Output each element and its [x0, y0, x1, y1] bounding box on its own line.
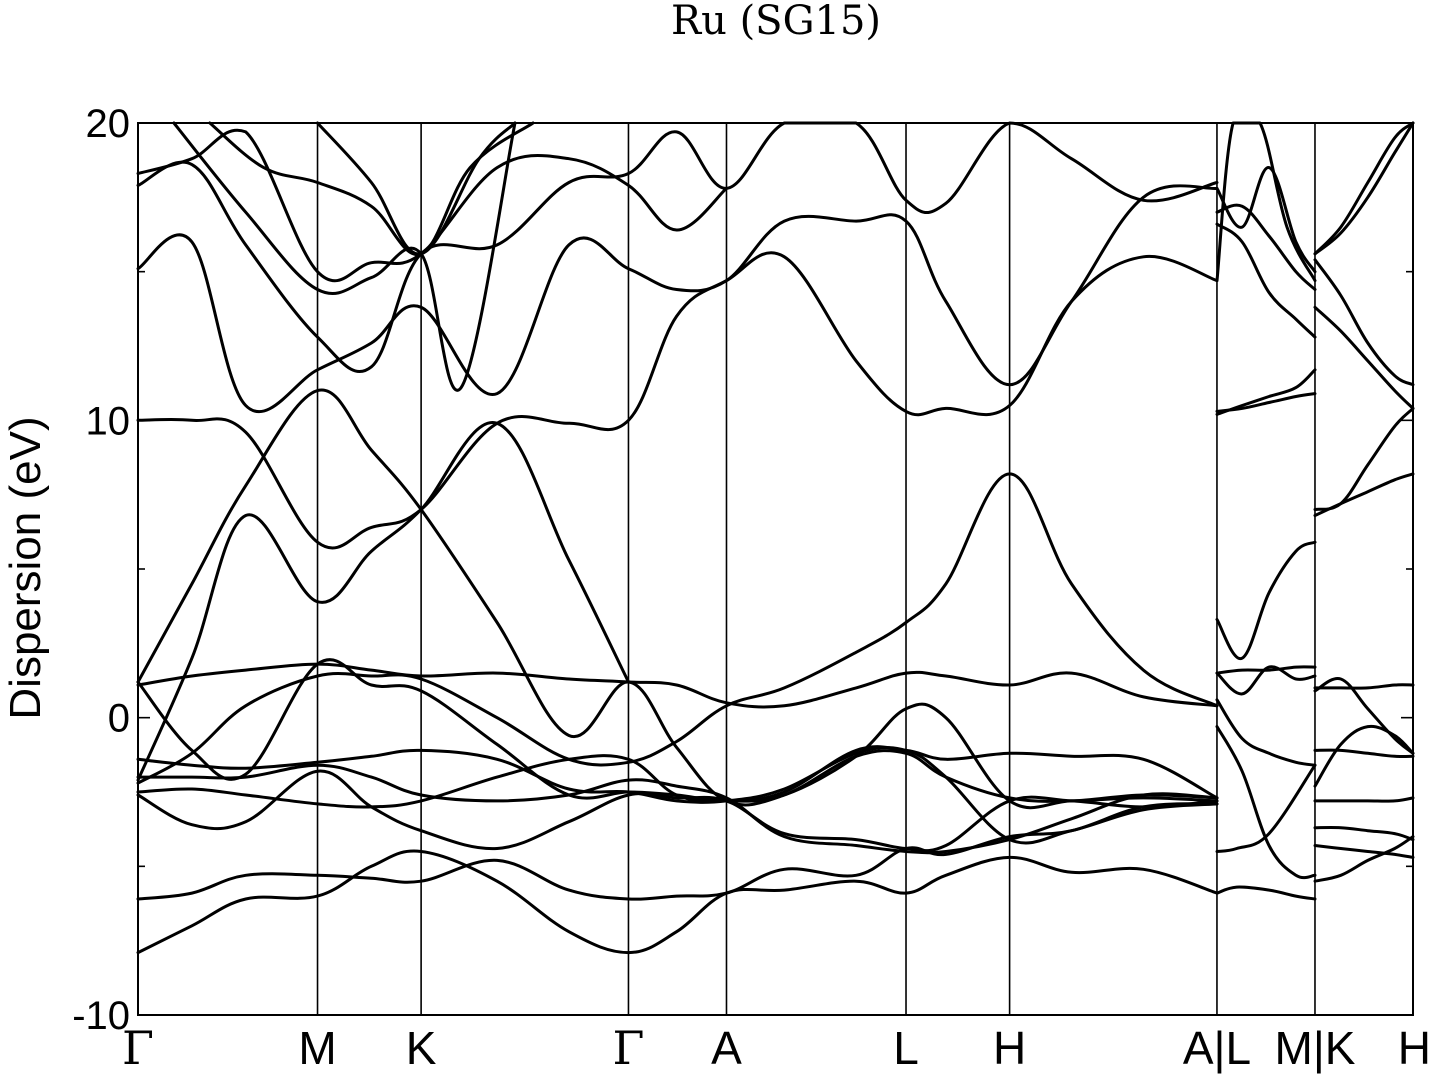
band-line-39: [1313, 683, 1415, 690]
band-line-44: [1313, 121, 1415, 256]
y-axis-label: Dispersion (eV): [1, 416, 50, 719]
band-line-25: [1215, 885, 1317, 901]
x-tick-label: M|K: [1275, 1022, 1356, 1074]
band-line-32: [1313, 835, 1415, 883]
band-line-45: [1313, 121, 1415, 256]
plot-frame: [137, 122, 1414, 1016]
band-line-23: [1215, 665, 1317, 675]
band-lines: [136, 121, 1415, 955]
band-line-11: [136, 421, 630, 782]
x-tick-label: A|L: [1183, 1022, 1251, 1074]
band-line-6: [136, 763, 1219, 855]
kpath-separators: [316, 123, 1316, 1015]
y-tick-label: -10: [72, 994, 130, 1038]
band-line-12: [136, 251, 1219, 550]
x-axis-ticks: Γ M K Γ A L H A|L M|K H: [122, 1021, 1431, 1075]
band-line-15: [136, 128, 728, 283]
band-line-8: [136, 472, 1219, 785]
band-line-20: [1215, 725, 1317, 880]
band-line-38: [1313, 677, 1415, 755]
band-line-3: [136, 769, 1219, 853]
band-line-28: [1215, 222, 1317, 339]
y-axis-ticks: -10 0 10 20: [72, 102, 1413, 1038]
band-line-9: [136, 658, 1219, 810]
band-line-30: [1215, 166, 1317, 274]
band-line-29: [1215, 203, 1317, 291]
band-line-13: [136, 184, 1219, 414]
band-line-14: [136, 121, 1219, 374]
band-line-37: [1313, 724, 1415, 788]
band-line-31: [1215, 121, 1317, 283]
band-line-2: [136, 802, 1219, 901]
band-line-17: [208, 121, 535, 257]
band-line-26: [1215, 368, 1317, 416]
band-line-41: [1313, 406, 1415, 511]
y-tick-label: 10: [86, 399, 131, 443]
x-tick-label: A: [711, 1022, 742, 1074]
band-line-27: [1215, 392, 1317, 413]
band-line-18: [316, 121, 517, 256]
band-line-34: [1313, 825, 1415, 842]
x-tick-label: H: [1398, 1022, 1431, 1074]
y-tick-label: 0: [108, 697, 130, 741]
band-line-16: [172, 121, 517, 392]
band-line-1: [136, 849, 1219, 955]
band-line-24: [1215, 540, 1317, 660]
chart-title: Ru (SG15): [671, 0, 881, 44]
band-line-10: [136, 388, 1219, 807]
band-line-43: [1313, 258, 1415, 387]
x-tick-label: M: [298, 1022, 336, 1074]
band-line-33: [1313, 844, 1415, 859]
band-line-35: [1313, 796, 1415, 803]
band-line-22: [1215, 665, 1317, 696]
band-line-36: [1313, 748, 1415, 759]
y-tick-label: 20: [86, 102, 131, 146]
x-tick-label: Γ: [122, 1021, 154, 1075]
x-tick-label: H: [993, 1022, 1026, 1074]
x-tick-label: Γ: [613, 1021, 645, 1075]
band-line-19: [1215, 763, 1317, 853]
band-line-42: [1313, 305, 1415, 410]
band-line-21: [1215, 698, 1317, 767]
x-tick-label: K: [406, 1022, 437, 1074]
x-tick-label: L: [893, 1022, 919, 1074]
